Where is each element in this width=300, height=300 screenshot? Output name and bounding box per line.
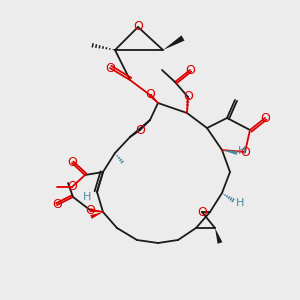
Polygon shape — [163, 35, 184, 50]
Polygon shape — [90, 208, 103, 212]
Text: O: O — [185, 64, 195, 76]
Polygon shape — [215, 228, 222, 244]
Text: O: O — [183, 91, 193, 103]
Polygon shape — [90, 212, 103, 219]
Text: O: O — [197, 206, 207, 218]
Text: O: O — [135, 124, 145, 136]
Text: O: O — [133, 20, 143, 34]
Text: O: O — [67, 181, 77, 194]
Text: O: O — [67, 157, 77, 169]
Text: H: H — [236, 198, 244, 208]
Text: O: O — [260, 112, 270, 124]
Text: O: O — [52, 199, 62, 212]
Text: O: O — [105, 61, 115, 74]
Text: O: O — [85, 203, 95, 217]
Polygon shape — [222, 150, 237, 155]
Text: O: O — [145, 88, 155, 101]
Text: H: H — [83, 192, 91, 202]
Text: H: H — [238, 146, 246, 156]
Text: O: O — [240, 146, 250, 158]
